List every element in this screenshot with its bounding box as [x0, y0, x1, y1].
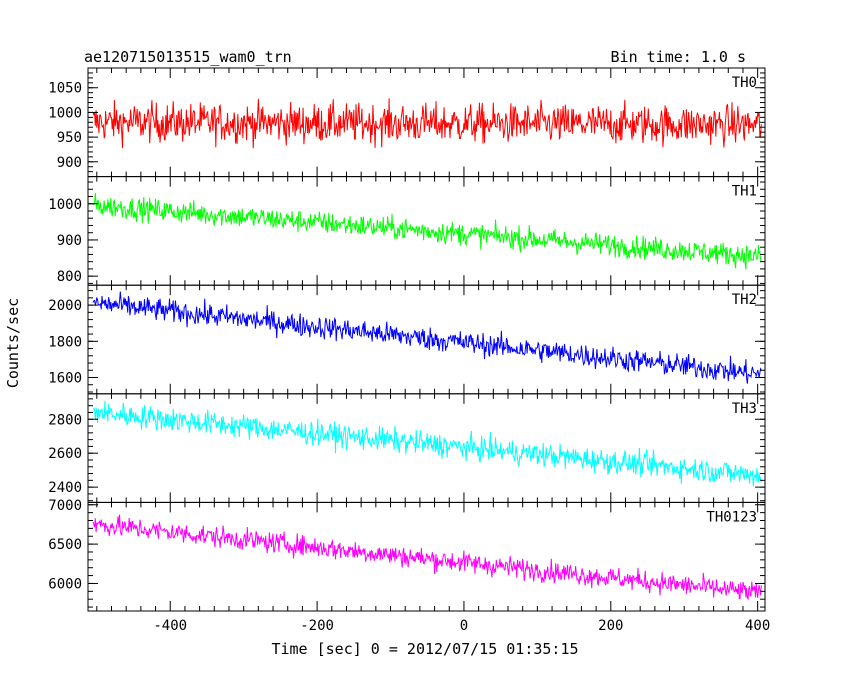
series-line-th1: [92, 192, 762, 270]
x-tick-label: 0: [460, 618, 468, 634]
panel-frame: [87, 501, 766, 612]
y-tick-label: 6000: [48, 576, 82, 592]
panel-label-th1: TH1: [732, 184, 757, 200]
y-tick-label: 900: [57, 155, 82, 171]
y-tick-label: 1600: [48, 371, 82, 387]
series-line-th0123: [92, 514, 762, 601]
panels: 900 950 1000 1050 TH0 800 900 1000 TH1 1600 1800 20…: [48, 67, 766, 612]
x-axis: -400 -200 0 200 400: [153, 618, 770, 634]
y-axis-label: Counts/sec: [4, 298, 22, 388]
y-tick-label: 2800: [48, 412, 82, 428]
y-tick-label: 1050: [48, 81, 82, 97]
y-tick-label: 800: [57, 269, 82, 285]
series-line-th3: [92, 400, 762, 487]
chart-title: ae120715013515_wam0_trn: [84, 48, 292, 66]
x-tick-label: -400: [153, 618, 187, 634]
series-line-th0: [92, 98, 762, 149]
panel-label-th3: TH3: [732, 401, 757, 417]
x-tick-label: 200: [598, 618, 623, 634]
panel-th0123: 6000 6500 7000 TH0123: [48, 498, 766, 612]
y-tick-label: 2000: [48, 298, 82, 314]
series-line-th2: [92, 291, 762, 384]
panel-th0: 900 950 1000 1050 TH0: [48, 67, 766, 178]
x-axis-label: Time [sec] 0 = 2012/07/15 01:35:15: [271, 640, 578, 658]
panel-label-th0: TH0: [732, 75, 757, 91]
y-tick-label: 1000: [48, 105, 82, 121]
panel-frame: [87, 284, 766, 395]
y-tick-label: 2600: [48, 446, 82, 462]
x-tick-label: -200: [300, 618, 334, 634]
y-tick-label: 1800: [48, 334, 82, 350]
y-tick-label: 1000: [48, 197, 82, 213]
panel-th1: 800 900 1000 TH1: [48, 176, 766, 286]
panel-th3: 2400 2600 2800 TH3: [48, 393, 766, 503]
panel-label-th2: TH2: [732, 292, 757, 308]
panel-th2: 1600 1800 2000 TH2: [48, 284, 766, 395]
bin-time-label: Bin time: 1.0 s: [611, 48, 746, 66]
y-tick-label: 950: [57, 130, 82, 146]
panel-label-th0123: TH0123: [706, 509, 757, 525]
y-tick-label: 6500: [48, 537, 82, 553]
x-tick-label: 400: [745, 618, 770, 634]
y-tick-label: 900: [57, 233, 82, 249]
y-tick-label: 2400: [48, 480, 82, 496]
y-tick-label: 7000: [48, 498, 82, 514]
panel-frame: [87, 393, 766, 503]
